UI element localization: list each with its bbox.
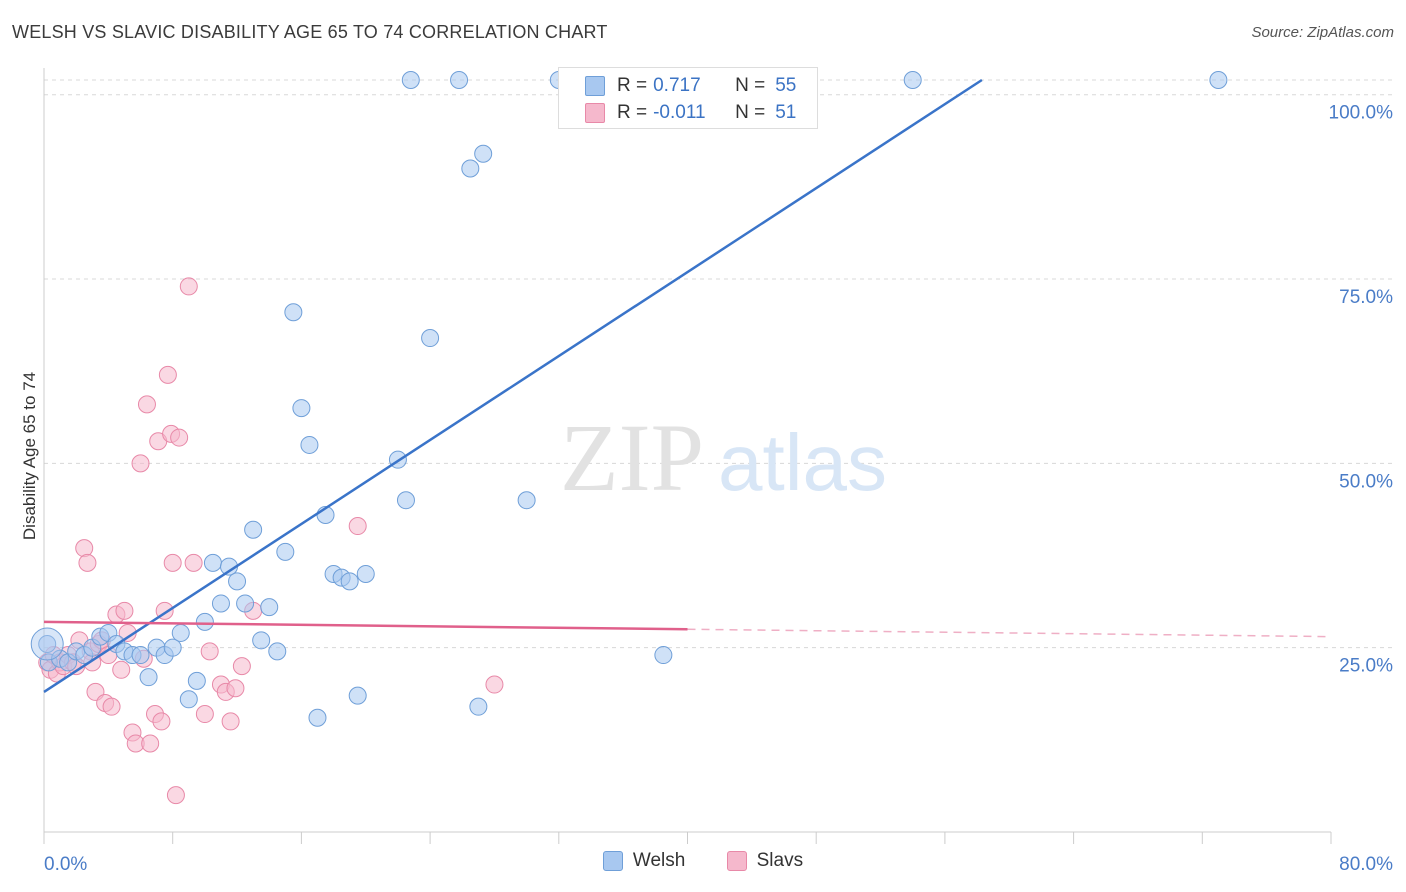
slavs-point — [115, 601, 134, 620]
welsh-point — [300, 435, 319, 454]
slavs-point — [158, 365, 177, 384]
watermark-atlas: atlas — [718, 418, 887, 507]
welsh-point — [171, 623, 190, 642]
watermark-zip: ZIP — [560, 404, 704, 511]
slavs-swatch — [585, 103, 605, 123]
source-label: Source: ZipAtlas.com — [1251, 24, 1394, 41]
slavs-r-label: R = — [617, 102, 648, 123]
slavs-point — [170, 428, 189, 447]
welsh-point — [211, 594, 230, 613]
slavs-point — [102, 697, 121, 716]
legend-welsh-swatch — [602, 851, 623, 871]
slavs-point — [131, 454, 150, 473]
stats-row-slavs: R = -0.011 N = 51 — [559, 99, 819, 127]
trend-lines — [43, 78, 1332, 693]
y-tick-labels: 25.0% 50.0% 75.0% 100.0% — [1329, 103, 1394, 677]
welsh-point — [396, 491, 415, 510]
welsh-r-value: 0.717 — [653, 75, 701, 96]
slavs-point — [232, 657, 251, 676]
welsh-point — [195, 612, 214, 631]
welsh-swatch — [585, 76, 605, 96]
x-tick-label-min: 0.0% — [44, 854, 87, 875]
legend-item-slavs: Slavs — [726, 850, 804, 872]
welsh-point — [131, 646, 150, 665]
welsh-point — [228, 572, 247, 591]
welsh-point — [421, 329, 440, 348]
welsh-points — [30, 71, 1228, 727]
chart-title: WELSH VS SLAVIC DISABILITY AGE 65 TO 74 … — [12, 22, 608, 42]
legend-item-welsh: Welsh — [602, 850, 686, 872]
y-axis-label: Disability Age 65 to 74 — [20, 372, 39, 540]
welsh-point — [187, 671, 206, 690]
legend-welsh-label: Welsh — [632, 850, 686, 871]
welsh-n-value: 55 — [775, 75, 797, 96]
slavs-point — [141, 734, 160, 753]
stats-row-welsh: R = 0.717 N = 55 — [559, 72, 819, 100]
y-tick-label: 25.0% — [1339, 656, 1393, 677]
welsh-point — [139, 668, 158, 687]
welsh-trend-line — [43, 78, 983, 693]
axes — [43, 68, 1332, 844]
welsh-point — [469, 697, 488, 716]
welsh-point — [268, 642, 287, 661]
welsh-point — [903, 71, 922, 89]
welsh-point — [252, 631, 271, 650]
slavs-point — [78, 553, 97, 572]
welsh-point — [236, 594, 255, 613]
slavs-trend-line-extension — [687, 628, 1332, 638]
slavs-point — [184, 553, 203, 572]
grid-lines — [44, 79, 1394, 649]
welsh-point — [276, 542, 295, 561]
slavs-point — [112, 660, 131, 679]
welsh-point — [517, 491, 536, 510]
slavs-point — [163, 553, 182, 572]
slavs-point — [179, 277, 198, 296]
slavs-point — [226, 679, 245, 698]
slavs-n-label: N = — [735, 102, 766, 123]
slavs-point — [485, 675, 504, 694]
welsh-point — [1209, 71, 1228, 89]
slavs-point — [348, 517, 367, 536]
series-legend: Welsh Slavs — [0, 850, 1406, 877]
welsh-point — [356, 564, 375, 583]
y-tick-label: 75.0% — [1339, 287, 1393, 308]
slavs-point — [166, 786, 185, 805]
welsh-point — [260, 598, 279, 617]
y-tick-label: 50.0% — [1339, 471, 1393, 492]
welsh-point — [348, 686, 367, 705]
welsh-point — [163, 638, 182, 657]
welsh-cluster-point — [30, 627, 64, 661]
slavs-trend-line — [43, 620, 688, 631]
welsh-point — [38, 635, 57, 653]
welsh-point — [461, 159, 480, 178]
welsh-point — [244, 520, 263, 539]
slavs-point — [195, 705, 214, 724]
welsh-point — [450, 71, 469, 89]
slavs-point — [200, 642, 219, 661]
slavs-point — [152, 712, 171, 731]
slavs-point — [75, 539, 94, 558]
slavs-n-value: 51 — [775, 102, 797, 123]
welsh-point — [284, 303, 303, 322]
welsh-point — [654, 646, 673, 665]
x-tick-label-max: 80.0% — [1339, 854, 1393, 875]
welsh-n-label: N = — [735, 75, 766, 96]
y-tick-label: 100.0% — [1329, 103, 1394, 124]
welsh-point — [203, 553, 222, 572]
legend-slavs-label: Slavs — [756, 850, 804, 871]
legend-slavs-swatch — [726, 851, 747, 871]
stats-legend: R = 0.717 N = 55 R = -0.011 N = 51 — [558, 67, 818, 129]
slavs-r-value: -0.011 — [653, 102, 706, 123]
welsh-point — [474, 144, 493, 163]
slavs-points — [38, 277, 504, 805]
slavs-point — [221, 712, 240, 731]
welsh-point — [292, 399, 311, 418]
welsh-point — [308, 708, 327, 727]
welsh-point — [340, 572, 359, 591]
welsh-point — [401, 71, 420, 89]
slavs-point — [137, 395, 156, 414]
welsh-point — [179, 690, 198, 709]
welsh-r-label: R = — [617, 75, 648, 96]
